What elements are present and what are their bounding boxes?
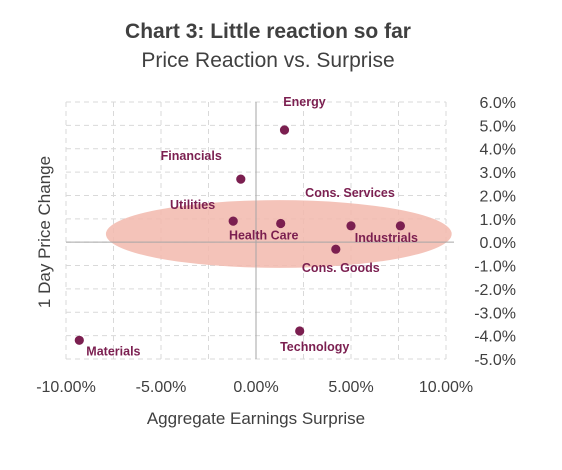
point-label: Technology [280,340,349,354]
x-tick-label: -5.00% [136,379,187,396]
data-point [74,335,84,345]
x-tick-label: 10.00% [419,379,473,396]
data-point [395,221,405,231]
data-point [295,326,305,336]
chart-subtitle: Price Reaction vs. Surprise [141,49,394,72]
y-tick-label: 2.0% [480,188,516,205]
data-point [236,174,246,184]
y-tick-label: -1.0% [474,259,516,276]
y-tick-label: -5.0% [474,352,516,369]
point-label: Financials [161,149,222,163]
data-point [228,216,238,226]
y-tick-label: 4.0% [480,142,516,159]
point-label: Cons. Services [305,186,395,200]
data-points: Energy Financials Cons. Services Utilities H… [74,95,418,358]
highlight-oval [105,200,452,268]
y-tick-label: 6.0% [480,95,516,112]
point-label: Health Care [229,228,299,242]
data-point [276,218,286,229]
data-point [331,244,341,254]
point-label: Utilities [170,198,215,212]
y-tick-label: 5.0% [480,118,516,135]
x-axis-label: Aggregate Earnings Surprise [147,409,365,428]
y-axis-label: 1 Day Price Change [35,156,54,308]
y-tick-label: -3.0% [474,305,516,322]
axes [66,102,454,359]
y-tick-label: 1.0% [480,212,516,229]
x-tick-label: -10.00% [36,379,96,396]
y-tick-label: -4.0% [474,329,516,346]
point-label: Industrials [355,231,418,245]
chart-title: Chart 3: Little reaction so far [125,20,411,43]
x-tick-label: 0.00% [233,379,278,396]
x-tick-label: 5.00% [328,379,373,396]
point-label: Cons. Goods [302,261,380,275]
point-label: Materials [86,344,140,358]
y-tick-label: -2.0% [474,282,516,299]
point-label: Energy [283,95,325,109]
y-tick-label: 3.0% [480,165,516,182]
data-point [346,221,356,231]
y-tick-label: 0.0% [480,235,516,252]
tick-labels: -10.00% -5.00% 0.00% 5.00% 10.00% 6.0% 5.0% 4.0… [36,95,516,396]
data-point [279,125,290,135]
